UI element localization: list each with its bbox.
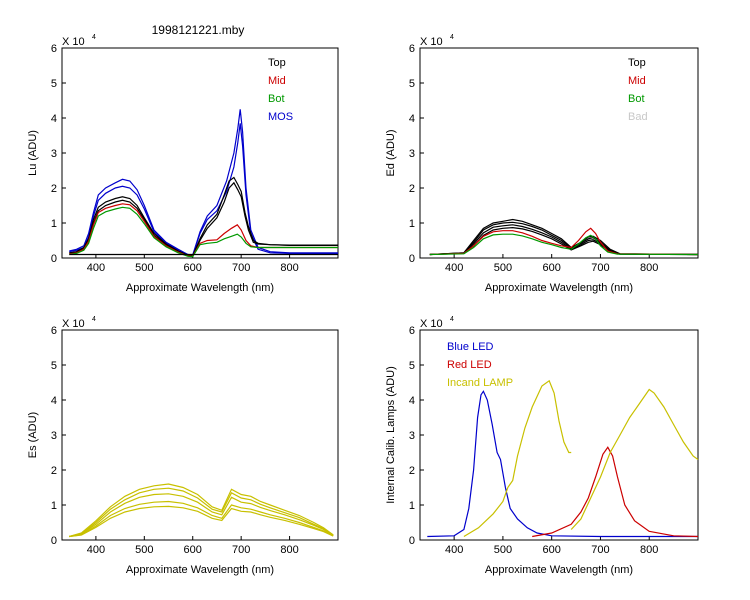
x-tick-label: 700 bbox=[591, 262, 609, 274]
y-tick-label: 4 bbox=[409, 113, 415, 125]
y-tick-label: 6 bbox=[51, 43, 57, 55]
x-tick-label: 400 bbox=[445, 544, 463, 556]
legend-entry: Top bbox=[268, 57, 286, 69]
y-tick-label: 3 bbox=[51, 148, 57, 160]
y-axis-label: Ed (ADU) bbox=[385, 129, 397, 176]
series-line-top bbox=[429, 224, 699, 256]
y-axis-label: Es (ADU) bbox=[27, 412, 39, 458]
y-tick-label: 1 bbox=[51, 500, 57, 512]
plot-frame bbox=[419, 47, 699, 259]
axis-multiplier-exponent: 4 bbox=[450, 316, 454, 323]
y-tick-label: 2 bbox=[409, 465, 415, 477]
x-tick-label: 500 bbox=[494, 544, 512, 556]
series-line-red-led bbox=[532, 446, 699, 538]
x-tick-label: 600 bbox=[184, 544, 202, 556]
legend-entry: Top bbox=[628, 57, 646, 69]
x-tick-label: 500 bbox=[135, 262, 153, 274]
series-line-es bbox=[69, 505, 334, 538]
y-tick-label: 2 bbox=[409, 183, 415, 195]
series-line-blue-led bbox=[427, 390, 698, 538]
series-line-incand-lamp bbox=[570, 388, 699, 530]
y-tick-label: 0 bbox=[409, 535, 415, 547]
x-tick-label: 700 bbox=[232, 262, 250, 274]
x-tick-label: 800 bbox=[280, 262, 298, 274]
series-line-top bbox=[69, 181, 338, 257]
x-tick-label: 500 bbox=[494, 262, 512, 274]
x-tick-label: 700 bbox=[232, 544, 250, 556]
axis-multiplier-exponent: 4 bbox=[92, 316, 96, 323]
y-tick-label: 6 bbox=[51, 325, 57, 337]
y-tick-label: 5 bbox=[51, 78, 57, 90]
x-axis-label: Approximate Wavelength (nm) bbox=[126, 564, 274, 576]
y-tick-label: 1 bbox=[409, 218, 415, 230]
plot-frame bbox=[61, 47, 339, 259]
y-tick-label: 6 bbox=[409, 43, 415, 55]
chart-lu: 0 1 2 3 4 5 6 400 500 600 700 800 Approximate Wavele… bbox=[27, 34, 339, 294]
y-tick-label: 0 bbox=[409, 253, 415, 265]
y-tick-label: 3 bbox=[409, 148, 415, 160]
x-tick-label: 800 bbox=[280, 544, 298, 556]
y-tick-label: 1 bbox=[51, 218, 57, 230]
y-tick-label: 1 bbox=[409, 500, 415, 512]
x-tick-label: 400 bbox=[87, 544, 105, 556]
series-line-incand-lamp bbox=[463, 379, 572, 538]
legend-entry: Bot bbox=[268, 93, 285, 105]
legend-entry: MOS bbox=[268, 111, 293, 123]
y-tick-label: 5 bbox=[51, 360, 57, 372]
y-tick-label: 0 bbox=[51, 535, 57, 547]
x-tick-label: 600 bbox=[543, 262, 561, 274]
y-tick-label: 3 bbox=[409, 430, 415, 442]
x-tick-label: 800 bbox=[640, 262, 658, 274]
y-axis-label: Lu (ADU) bbox=[27, 130, 39, 176]
series-line-es bbox=[69, 483, 334, 538]
series-line-es bbox=[69, 493, 334, 538]
x-tick-label: 600 bbox=[184, 262, 202, 274]
y-tick-label: 5 bbox=[409, 360, 415, 372]
axis-multiplier-exponent: 4 bbox=[92, 34, 96, 41]
y-tick-label: 0 bbox=[51, 253, 57, 265]
x-tick-label: 500 bbox=[135, 544, 153, 556]
y-tick-label: 2 bbox=[51, 183, 57, 195]
figure-title: 1998121221.mby bbox=[152, 23, 245, 37]
x-axis-label: Approximate Wavelength (nm) bbox=[485, 564, 633, 576]
y-tick-label: 4 bbox=[409, 395, 415, 407]
legend-entry: Incand LAMP bbox=[447, 377, 513, 389]
series-line-bot bbox=[69, 206, 338, 258]
x-tick-label: 800 bbox=[640, 544, 658, 556]
y-tick-label: 3 bbox=[51, 430, 57, 442]
legend-entry: Blue LED bbox=[447, 341, 494, 353]
x-axis-label: Approximate Wavelength (nm) bbox=[126, 282, 274, 294]
y-axis-label: Internal Calib. Lamps (ADU) bbox=[385, 366, 397, 504]
y-tick-label: 2 bbox=[51, 465, 57, 477]
y-tick-label: 6 bbox=[409, 325, 415, 337]
legend-entry: Bad bbox=[628, 111, 648, 123]
x-tick-label: 400 bbox=[445, 262, 463, 274]
y-tick-label: 4 bbox=[51, 395, 57, 407]
axis-multiplier: X 10 bbox=[62, 36, 85, 48]
axis-multiplier-exponent: 4 bbox=[450, 34, 454, 41]
chart-lamps: 0 1 2 3 4 5 6 400 500 600 700 800 Approximate Wavele… bbox=[385, 316, 699, 576]
chart-es: 0 1 2 3 4 5 6 400 500 600 700 800 Approximate Wavele… bbox=[27, 316, 339, 576]
axis-multiplier: X 10 bbox=[62, 318, 85, 330]
legend-entry: Mid bbox=[268, 75, 286, 87]
x-tick-label: 600 bbox=[543, 544, 561, 556]
x-axis-label: Approximate Wavelength (nm) bbox=[485, 282, 633, 294]
axis-multiplier: X 10 bbox=[420, 318, 443, 330]
chart-ed: 0 1 2 3 4 5 6 400 500 600 700 800 Approximate Wavele… bbox=[385, 34, 699, 294]
legend-entry: Red LED bbox=[447, 359, 492, 371]
legend-entry: Mid bbox=[628, 75, 646, 87]
series-line-es bbox=[69, 487, 334, 538]
y-tick-label: 4 bbox=[51, 113, 57, 125]
series-line-bot bbox=[429, 233, 699, 256]
x-tick-label: 700 bbox=[591, 544, 609, 556]
series-line-top bbox=[429, 221, 699, 256]
series-line-es bbox=[69, 500, 334, 538]
x-tick-label: 400 bbox=[87, 262, 105, 274]
legend-entry: Bot bbox=[628, 93, 645, 105]
y-tick-label: 5 bbox=[409, 78, 415, 90]
axis-multiplier: X 10 bbox=[420, 36, 443, 48]
series-line-mid bbox=[429, 227, 699, 256]
series-line-mid bbox=[69, 203, 338, 257]
